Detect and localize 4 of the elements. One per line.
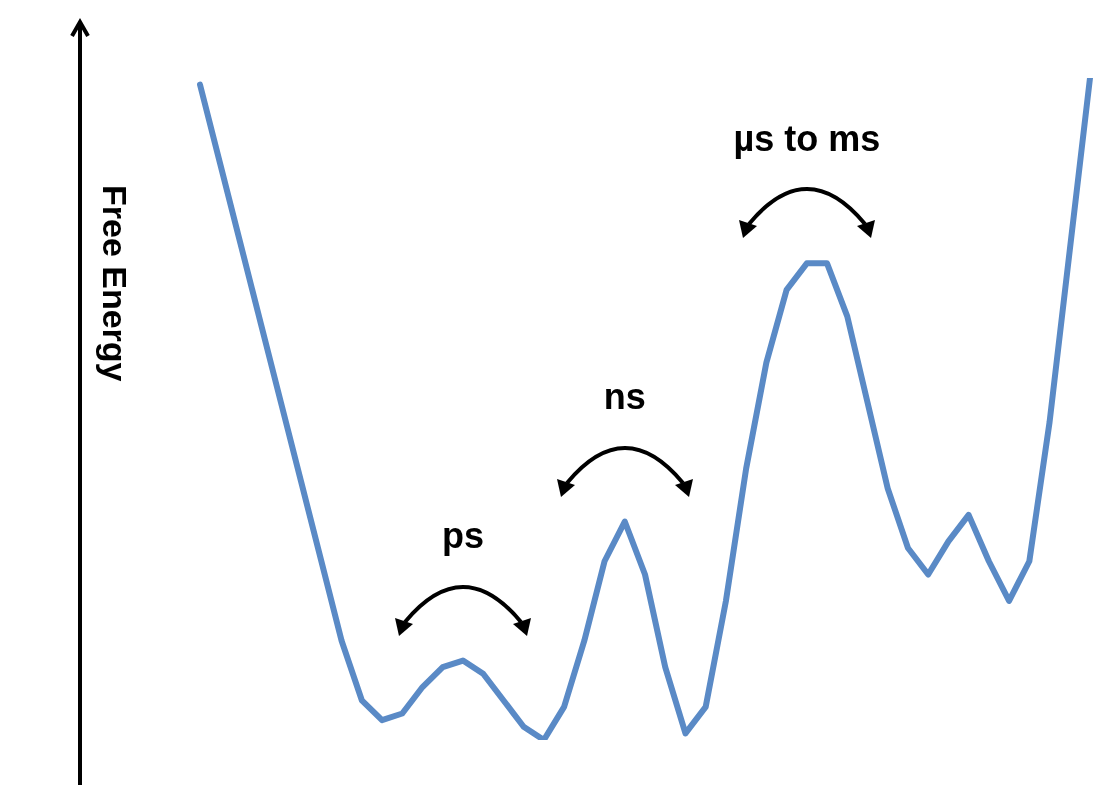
y-axis-title: Free Energy: [95, 185, 134, 382]
annotation: µs to ms: [733, 118, 881, 160]
annotation: ps: [441, 515, 484, 557]
annotation: ns: [603, 376, 646, 418]
